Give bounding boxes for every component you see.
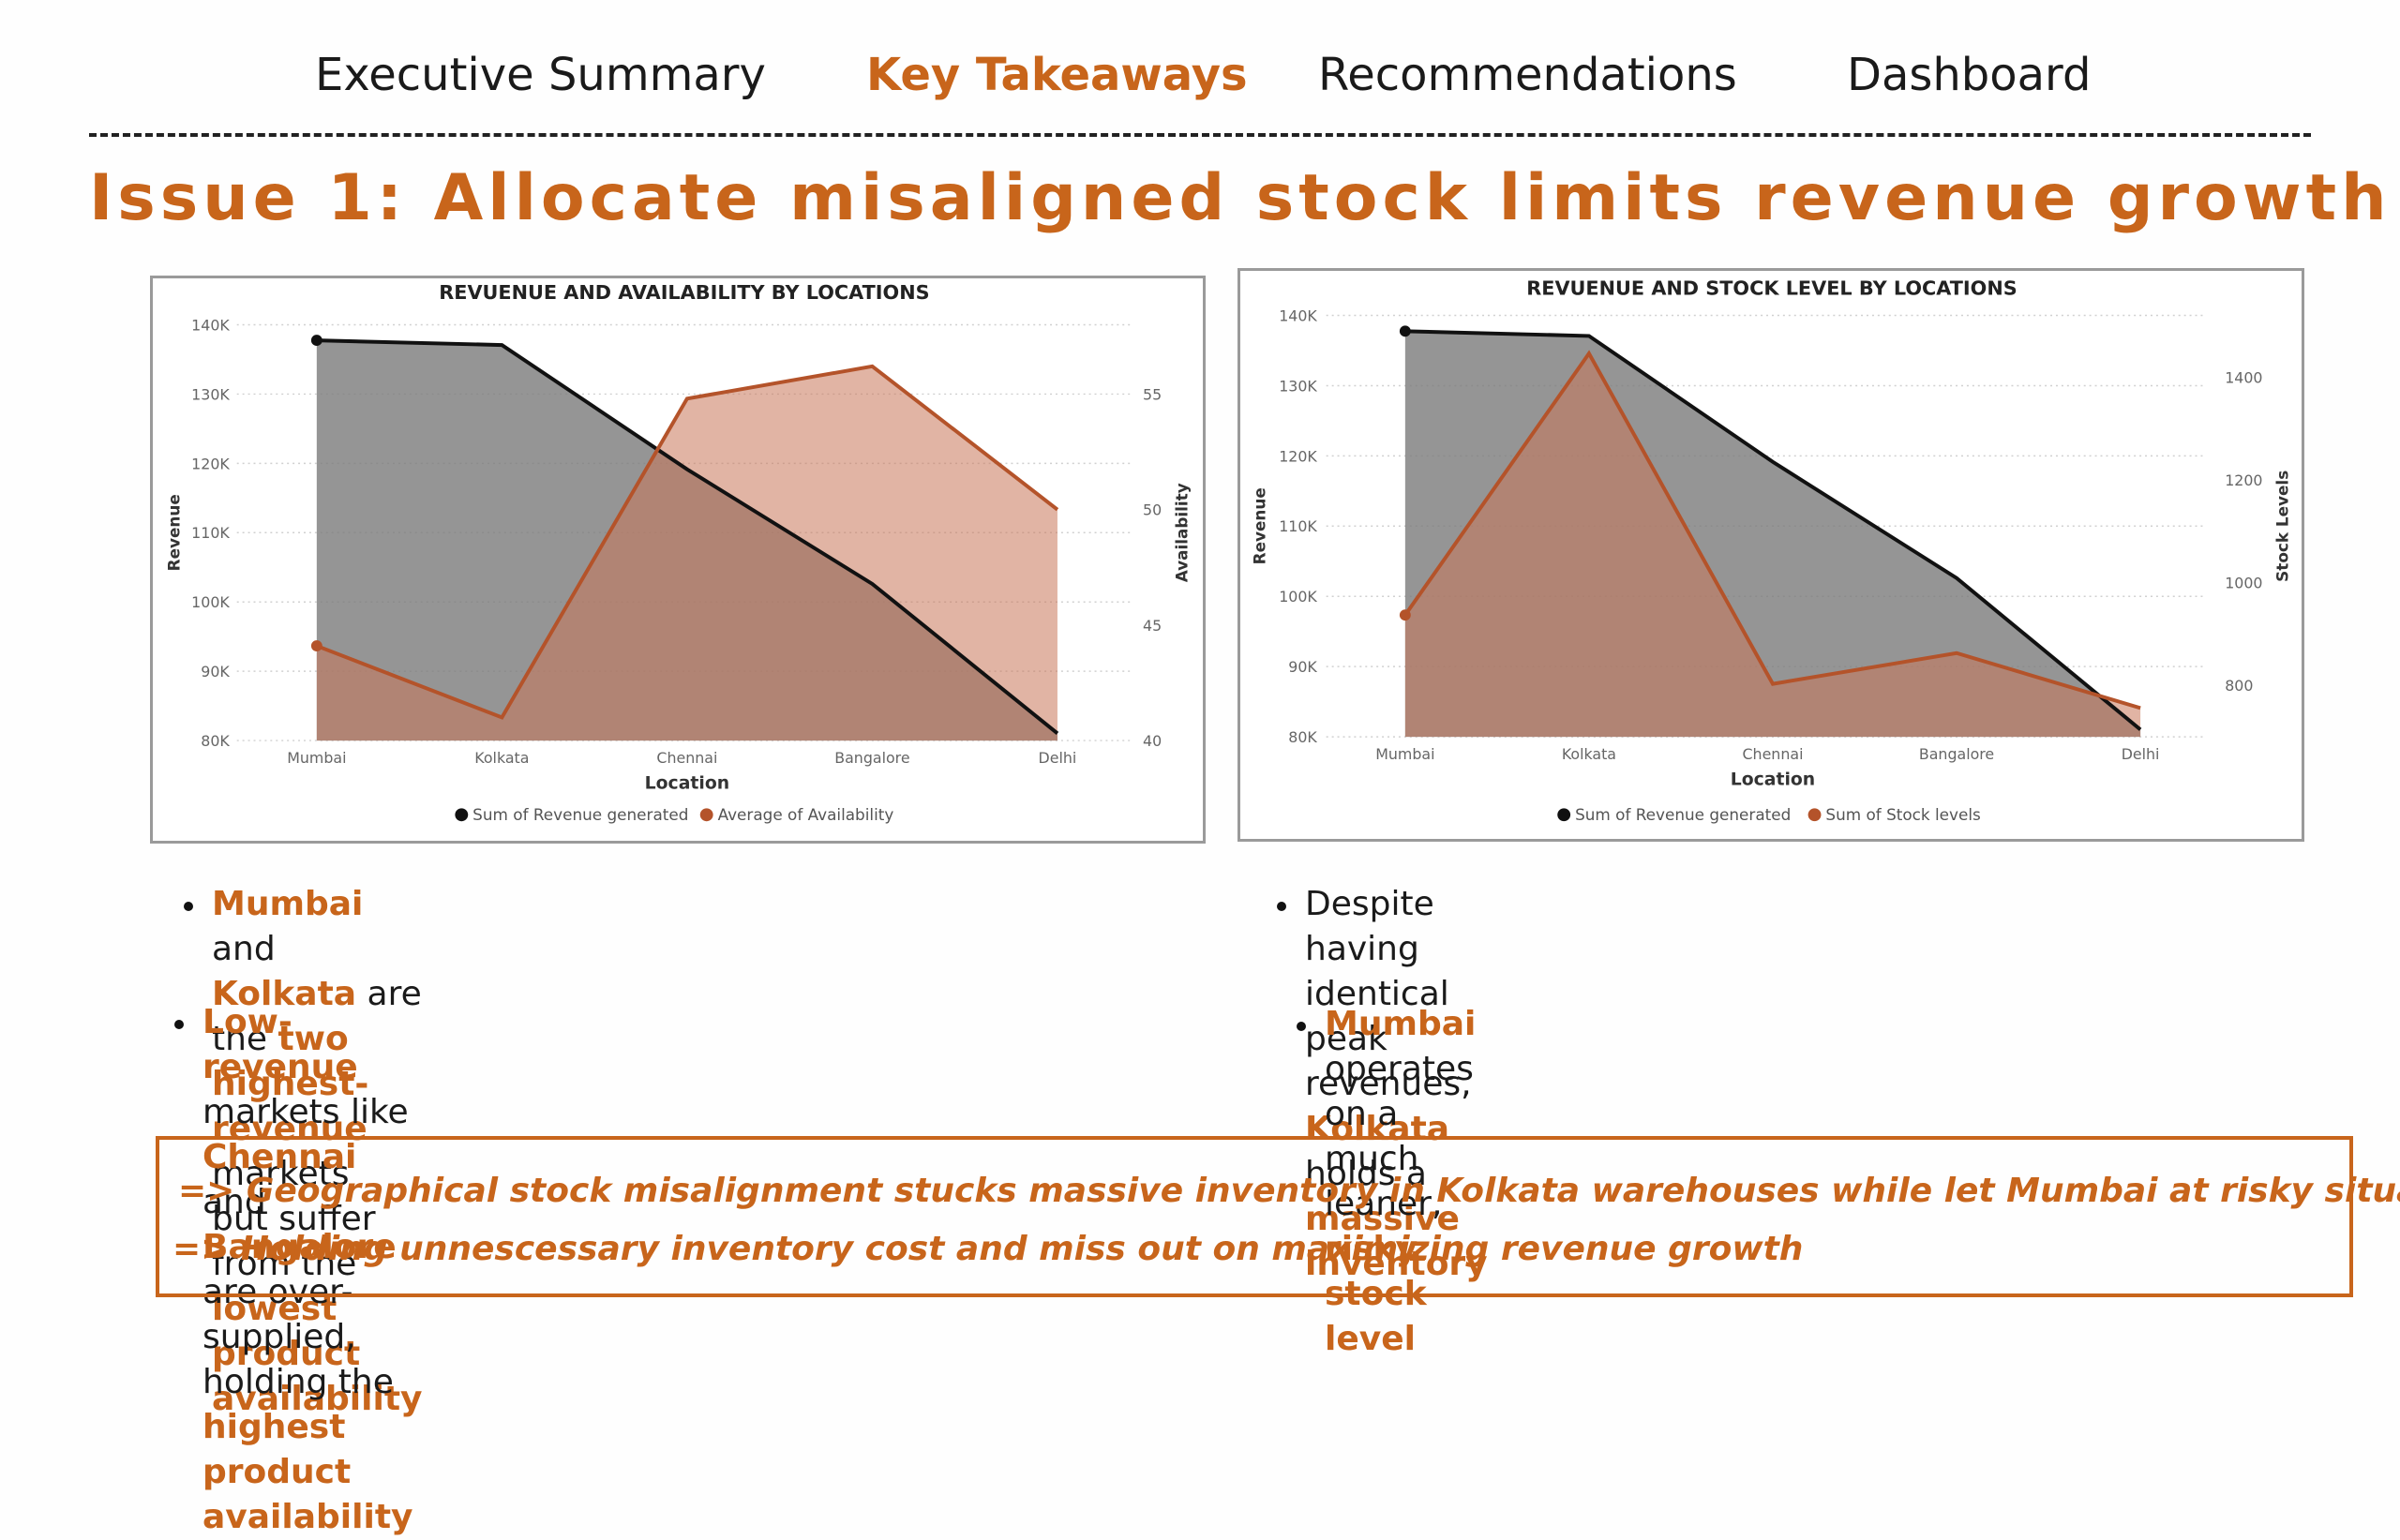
y2-tick-label: 1200 — [2225, 471, 2262, 489]
y-axis-title: Revenue — [1250, 487, 1268, 564]
x-tick-label: Delhi — [2122, 745, 2160, 763]
x-tick-label: Chennai — [656, 749, 717, 767]
x-tick-label: Bangalore — [1919, 745, 1994, 763]
nav-tab-key-takeaways[interactable]: Key Takeaways — [866, 49, 1248, 101]
chart-revenue-stock: REVUENUE AND STOCK LEVEL BY LOCATIONS 140… — [1238, 268, 2304, 842]
highlight-text: highest product availability — [202, 1408, 413, 1536]
revenue-point — [310, 335, 322, 347]
y-tick-label: 100K — [191, 593, 230, 611]
body-text: are over- — [202, 1273, 353, 1311]
chart-legend: Sum of Revenue generated Sum of Stock lev… — [1557, 805, 1981, 824]
body-text: and — [202, 1183, 266, 1221]
secondary-area — [316, 366, 1058, 741]
x-axis-title: Location — [645, 774, 729, 794]
revenue-line — [1404, 329, 2142, 731]
secondary-point — [1399, 609, 1411, 621]
chart-revenue-availability-svg: REVUENUE AND AVAILABILITY BY LOCATIONS 14… — [164, 281, 1192, 824]
y-tick-label: 130K — [191, 385, 230, 403]
y-tick-label: 120K — [191, 455, 230, 472]
body-text: Despite having identical peak revenues, — [1305, 885, 1472, 1103]
y-tick-label: 130K — [1279, 377, 1317, 395]
y2-tick-label: 40 — [1143, 732, 1162, 750]
y-tick-label: 140K — [191, 316, 230, 334]
highlight-text: Mumbai — [212, 885, 364, 923]
conclusion-box: => Geographical stock misalignment stuck… — [156, 1136, 2400, 1297]
legend-marker-secondary — [699, 808, 713, 822]
body-text: supplied, holding the — [202, 1318, 394, 1401]
y2-tick-label: 1000 — [2225, 575, 2262, 592]
legend-marker-revenue — [1557, 808, 1571, 822]
highlight-text: Mumbai — [1325, 1005, 1477, 1043]
takeaway-left-1: Mumbai and Kolkata are the two highest-r… — [184, 882, 423, 1422]
highlight-text: Low-revenue — [202, 1003, 358, 1086]
y-tick-label: 90K — [1288, 658, 1317, 676]
highlight-text: Kolkata — [1305, 1110, 1450, 1148]
chart-revenue-stock-svg: REVUENUE AND STOCK LEVEL BY LOCATIONS 140… — [1250, 277, 2292, 824]
legend-marker-secondary — [1808, 808, 1822, 822]
chart-title: REVUENUE AND AVAILABILITY BY LOCATIONS — [439, 281, 929, 304]
y2-tick-label: 55 — [1143, 385, 1162, 403]
x-tick-label: Mumbai — [287, 749, 346, 767]
y2-tick-label: 1400 — [2225, 368, 2262, 386]
top-navigation: Executive Summary Key Takeaways Recommen… — [0, 49, 2400, 114]
x-tick-label: Bangalore — [834, 749, 909, 767]
chart-title: REVUENUE AND STOCK LEVEL BY LOCATIONS — [1526, 277, 2017, 300]
x-tick-label: Mumbai — [1375, 745, 1434, 763]
x-tick-label: Kolkata — [1562, 745, 1616, 763]
conclusion-line-1: => Geographical stock misalignment stuck… — [178, 1172, 2400, 1210]
secondary-line — [316, 364, 1059, 720]
conclusion-line-2: => Holding unnescessary inventory cost a… — [172, 1230, 1804, 1268]
body-text: but suffer from the — [212, 1200, 376, 1283]
secondary-area — [1404, 353, 2141, 738]
nav-tab-executive-summary[interactable]: Executive Summary — [315, 49, 766, 101]
legend-label-revenue: Sum of Revenue generated — [472, 805, 688, 824]
legend-label-revenue: Sum of Revenue generated — [1575, 805, 1791, 824]
body-text: markets like — [202, 1093, 409, 1131]
x-tick-label: Chennai — [1742, 745, 1803, 763]
nav-divider — [89, 133, 2311, 137]
chart-legend: Sum of Revenue generated Average of Avail… — [455, 805, 893, 824]
nav-tab-recommendations[interactable]: Recommendations — [1318, 49, 1737, 101]
secondary-point — [310, 640, 322, 651]
y-tick-label: 80K — [1288, 728, 1317, 746]
legend-label-secondary: Average of Availability — [718, 805, 894, 824]
body-text: and — [212, 930, 276, 968]
y-tick-label: 110K — [1279, 517, 1317, 535]
body-text: markets — [212, 1155, 350, 1193]
highlight-text: massive inventory — [1305, 1200, 1488, 1283]
y2-tick-label: 45 — [1143, 617, 1162, 635]
highlight-text: Bangalore — [202, 1228, 397, 1266]
y2-axis-title: Stock Levels — [2273, 471, 2292, 582]
x-axis-title: Location — [1731, 770, 1815, 790]
highlight-text: two highest-revenue — [212, 1020, 369, 1148]
y-tick-label: 140K — [1279, 307, 1317, 324]
page-title: Issue 1: Allocate misaligned stock limit… — [89, 161, 2392, 235]
y2-tick-label: 50 — [1143, 501, 1162, 519]
body-text: operates on a much leaner, — [1325, 1050, 1474, 1223]
x-tick-label: Kolkata — [474, 749, 529, 767]
y-axis-title: Revenue — [164, 494, 183, 571]
y2-tick-label: 800 — [2225, 677, 2253, 695]
legend-marker-revenue — [455, 808, 469, 822]
y-tick-label: 80K — [201, 732, 230, 750]
y-tick-label: 120K — [1279, 447, 1317, 465]
body-text: holds a — [1305, 1155, 1427, 1193]
highlight-text: Kolkata — [212, 975, 357, 1013]
y-tick-label: 100K — [1279, 588, 1317, 606]
y2-axis-title: Availability — [1173, 483, 1192, 582]
revenue-line — [316, 338, 1059, 735]
y-tick-label: 90K — [201, 663, 230, 680]
y-tick-label: 110K — [191, 524, 230, 542]
highlight-text: Chennai — [202, 1138, 357, 1176]
legend-label-secondary: Sum of Stock levels — [1825, 805, 1980, 824]
nav-tab-dashboard[interactable]: Dashboard — [1847, 49, 2092, 101]
chart-revenue-availability: REVUENUE AND AVAILABILITY BY LOCATIONS 14… — [150, 276, 1206, 844]
revenue-point — [1399, 325, 1411, 337]
x-tick-label: Delhi — [1039, 749, 1077, 767]
secondary-line — [1403, 350, 2141, 710]
takeaway-right-1: Despite having identical peak revenues, … — [1277, 882, 1488, 1287]
body-text: are the — [212, 975, 422, 1058]
